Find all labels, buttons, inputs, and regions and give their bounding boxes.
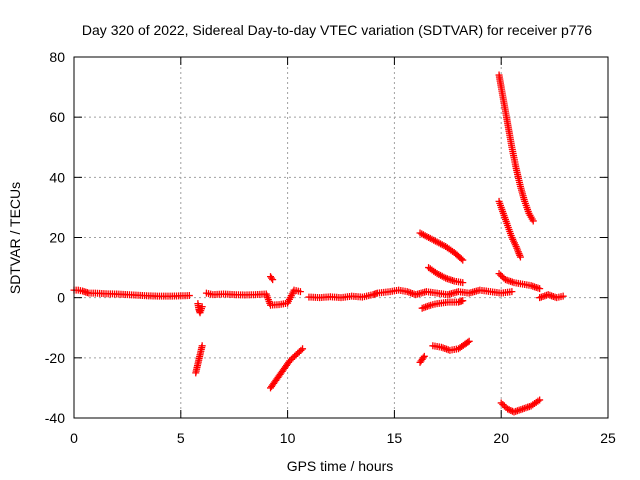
chart-title: Day 320 of 2022, Sidereal Day-to-day VTE… (82, 22, 592, 38)
y-tick-label: -20 (45, 350, 65, 366)
data-point (295, 348, 303, 356)
axis-ticks: 0 5 10 15 20 25 -40 -20 0 20 40 60 80 (45, 49, 616, 446)
grid-lines (74, 57, 608, 418)
data-point (536, 285, 544, 293)
x-tick-label: 0 (70, 430, 78, 446)
data-point (459, 279, 467, 287)
data-point (495, 270, 503, 278)
data-point (294, 349, 302, 357)
data-point (507, 406, 515, 414)
data-point (292, 351, 300, 359)
data-point (198, 342, 206, 350)
series-baseline-22-23 (536, 291, 567, 302)
plot-frame (73, 56, 609, 419)
series-arc-5.7 (192, 342, 206, 377)
data-point (296, 288, 304, 296)
data-point (419, 354, 427, 362)
series-arc-9.2 (267, 345, 307, 392)
data-point (465, 337, 473, 345)
data-point (287, 355, 295, 363)
series-arc-16.8-neg (429, 337, 473, 354)
x-tick-label: 20 (493, 430, 509, 446)
series-arc-16.2-upper (416, 229, 467, 264)
data-point (516, 253, 524, 261)
series-arc-20.0-neg (497, 396, 544, 416)
data-point (457, 255, 465, 263)
series-arc-16.2-lower (416, 352, 428, 366)
series-hump-9.2 (267, 273, 277, 284)
series-arc-19.9-low (495, 270, 544, 293)
data-point (289, 354, 297, 362)
data-point (185, 292, 193, 300)
series-arc-19.9-steep (495, 71, 537, 225)
series-arc-16.3-mid (418, 297, 467, 312)
y-tick-label: -40 (45, 410, 65, 426)
data-point (268, 274, 276, 282)
data-point (529, 217, 537, 225)
data-point (464, 338, 472, 346)
x-tick-label: 15 (387, 430, 403, 446)
data-point (536, 396, 544, 404)
y-axis-label: SDTVAR / TECUs (7, 182, 23, 294)
data-points (70, 71, 567, 416)
data-point (286, 357, 294, 365)
data-point (559, 292, 567, 300)
x-tick-label: 5 (177, 430, 185, 446)
series-baseline-0-5 (70, 286, 193, 300)
series-baseline-6-9 (202, 286, 304, 309)
data-point (499, 400, 507, 408)
data-point (297, 346, 305, 354)
data-point (497, 271, 505, 279)
data-point (504, 405, 512, 413)
series-dip-5.8 (194, 300, 206, 317)
series-baseline-10-15 (305, 286, 516, 302)
series-arc-19.9-mid (495, 197, 524, 261)
data-point (459, 256, 467, 264)
data-point (420, 352, 428, 360)
data-point (459, 297, 467, 305)
data-point (508, 288, 516, 296)
data-point (299, 345, 307, 353)
data-point (505, 406, 513, 414)
x-tick-label: 25 (600, 430, 616, 446)
y-tick-label: 80 (49, 49, 65, 65)
y-tick-label: 40 (49, 169, 65, 185)
y-tick-label: 60 (49, 109, 65, 125)
data-point (291, 352, 299, 360)
series-arc-16.6-rising (425, 264, 467, 287)
data-point (497, 399, 505, 407)
y-tick-label: 0 (57, 290, 65, 306)
data-point (500, 402, 508, 410)
data-point (269, 276, 277, 284)
data-point (198, 303, 206, 311)
x-tick-label: 10 (280, 430, 296, 446)
data-point (498, 273, 506, 281)
y-tick-label: 20 (49, 230, 65, 246)
x-axis-label: GPS time / hours (287, 458, 394, 474)
